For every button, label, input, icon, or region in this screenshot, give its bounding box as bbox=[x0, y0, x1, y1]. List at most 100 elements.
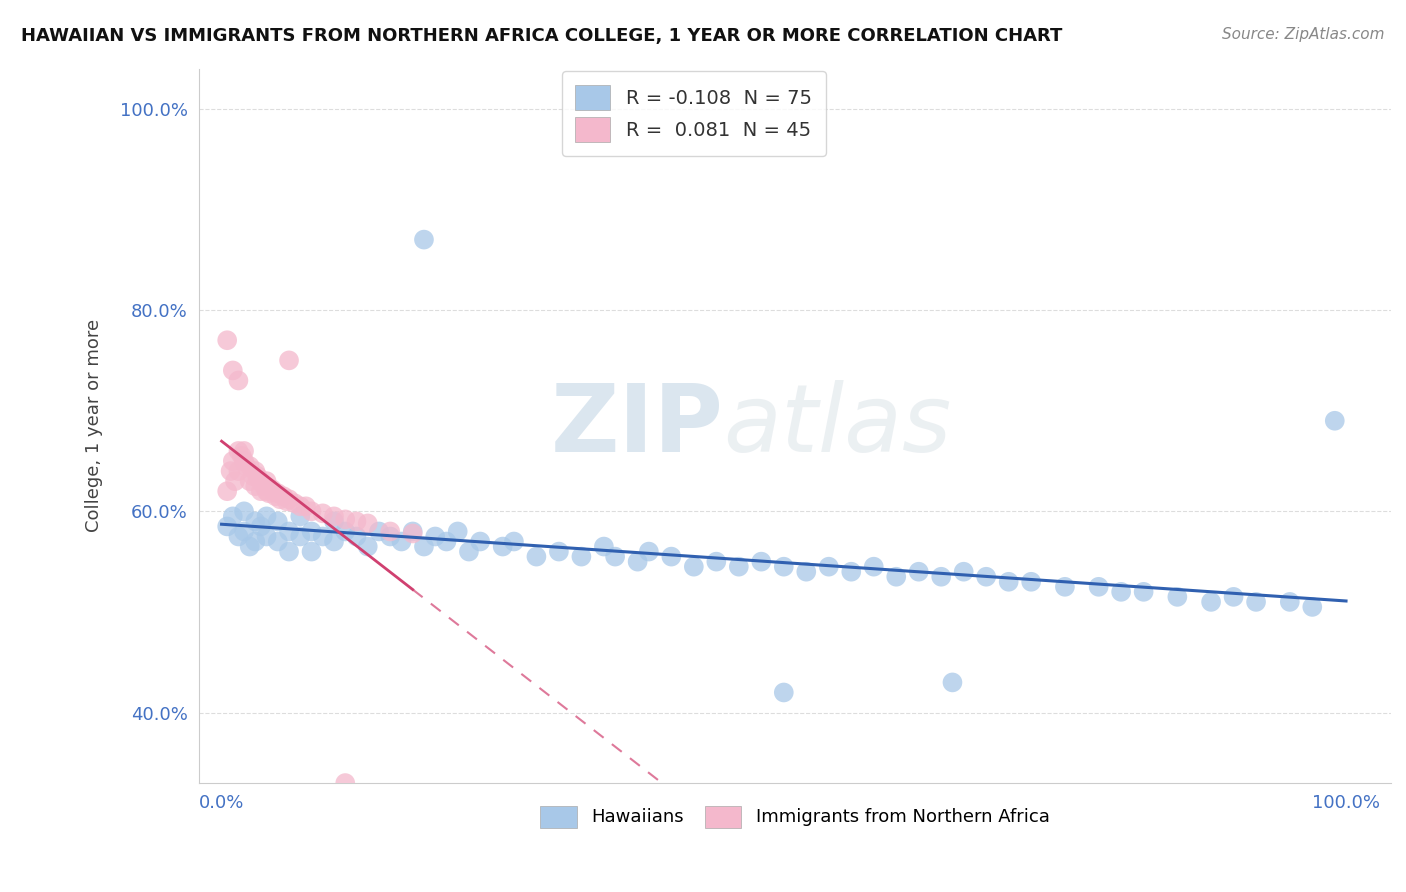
Legend: Hawaiians, Immigrants from Northern Africa: Hawaiians, Immigrants from Northern Afri… bbox=[533, 798, 1057, 835]
Point bbox=[1244, 595, 1267, 609]
Point bbox=[295, 500, 318, 514]
Point bbox=[242, 469, 264, 483]
Point bbox=[222, 363, 245, 377]
Point bbox=[839, 565, 862, 579]
Point bbox=[233, 444, 256, 458]
Point bbox=[436, 534, 458, 549]
Point bbox=[1087, 580, 1109, 594]
Point bbox=[772, 685, 794, 699]
Point bbox=[425, 529, 447, 543]
Point bbox=[997, 574, 1019, 589]
Point bbox=[323, 515, 346, 529]
Point bbox=[250, 484, 273, 499]
Point bbox=[1199, 595, 1222, 609]
Point bbox=[312, 506, 335, 520]
Point bbox=[228, 444, 250, 458]
Point bbox=[290, 500, 312, 514]
Point bbox=[503, 534, 526, 549]
Point bbox=[273, 489, 295, 503]
Point bbox=[1019, 574, 1042, 589]
Point bbox=[269, 492, 291, 507]
Point bbox=[335, 776, 357, 790]
Point bbox=[256, 484, 278, 499]
Point bbox=[884, 570, 907, 584]
Point bbox=[239, 540, 262, 554]
Point bbox=[290, 509, 312, 524]
Point bbox=[222, 509, 245, 524]
Point bbox=[228, 464, 250, 478]
Point bbox=[1166, 590, 1188, 604]
Point bbox=[256, 474, 278, 488]
Point bbox=[250, 474, 273, 488]
Point bbox=[704, 555, 727, 569]
Point bbox=[941, 675, 963, 690]
Point bbox=[245, 534, 267, 549]
Point bbox=[256, 509, 278, 524]
Point bbox=[593, 540, 616, 554]
Point bbox=[470, 534, 492, 549]
Point bbox=[278, 492, 301, 507]
Point bbox=[1053, 580, 1076, 594]
Point bbox=[239, 474, 262, 488]
Text: HAWAIIAN VS IMMIGRANTS FROM NORTHERN AFRICA COLLEGE, 1 YEAR OR MORE CORRELATION : HAWAIIAN VS IMMIGRANTS FROM NORTHERN AFR… bbox=[21, 27, 1063, 45]
Point bbox=[233, 454, 256, 468]
Point bbox=[278, 524, 301, 539]
Point bbox=[548, 544, 571, 558]
Point bbox=[276, 494, 298, 508]
Point bbox=[250, 519, 273, 533]
Point bbox=[323, 534, 346, 549]
Point bbox=[262, 482, 284, 496]
Point bbox=[357, 540, 380, 554]
Point bbox=[637, 544, 659, 558]
Point bbox=[526, 549, 548, 564]
Point bbox=[267, 534, 290, 549]
Point bbox=[1301, 599, 1323, 614]
Point bbox=[571, 549, 593, 564]
Point bbox=[264, 489, 287, 503]
Point bbox=[224, 474, 246, 488]
Point bbox=[380, 529, 402, 543]
Point bbox=[301, 504, 323, 518]
Point bbox=[626, 555, 648, 569]
Point bbox=[335, 512, 357, 526]
Point bbox=[391, 534, 413, 549]
Point bbox=[1278, 595, 1301, 609]
Point bbox=[772, 559, 794, 574]
Point bbox=[749, 555, 772, 569]
Point bbox=[312, 529, 335, 543]
Point bbox=[257, 486, 280, 500]
Point bbox=[1132, 584, 1154, 599]
Point bbox=[659, 549, 682, 564]
Point bbox=[605, 549, 627, 564]
Y-axis label: College, 1 year or more: College, 1 year or more bbox=[86, 319, 103, 533]
Point bbox=[492, 540, 515, 554]
Point bbox=[228, 374, 250, 388]
Point bbox=[245, 464, 267, 478]
Point bbox=[458, 544, 481, 558]
Point bbox=[413, 540, 436, 554]
Point bbox=[246, 469, 269, 483]
Point bbox=[323, 509, 346, 524]
Point bbox=[235, 458, 257, 473]
Point bbox=[357, 516, 380, 531]
Point bbox=[231, 449, 253, 463]
Point bbox=[402, 526, 425, 541]
Point bbox=[222, 454, 245, 468]
Text: ZIP: ZIP bbox=[551, 380, 724, 472]
Point bbox=[1109, 584, 1132, 599]
Point bbox=[253, 479, 276, 493]
Point bbox=[267, 486, 290, 500]
Point bbox=[233, 504, 256, 518]
Point bbox=[301, 544, 323, 558]
Point bbox=[817, 559, 839, 574]
Point bbox=[402, 524, 425, 539]
Point bbox=[278, 544, 301, 558]
Point bbox=[1323, 414, 1346, 428]
Point bbox=[862, 559, 884, 574]
Point bbox=[301, 524, 323, 539]
Point bbox=[239, 458, 262, 473]
Point bbox=[219, 464, 242, 478]
Point bbox=[228, 529, 250, 543]
Text: atlas: atlas bbox=[724, 380, 952, 471]
Point bbox=[682, 559, 704, 574]
